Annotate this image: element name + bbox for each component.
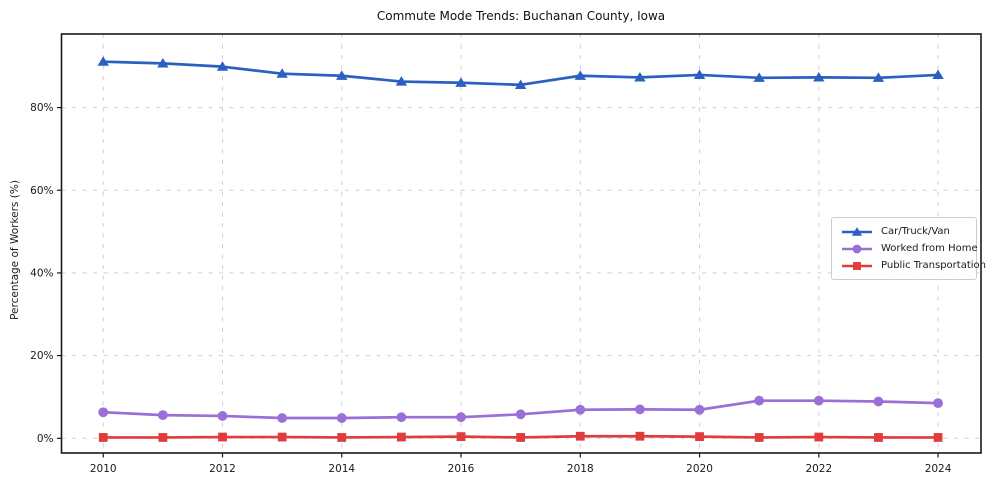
- circle-marker: [754, 395, 765, 406]
- triangle-marker: [276, 68, 288, 78]
- x-tick-label: 2024: [925, 463, 952, 475]
- triangle-marker: [574, 70, 586, 80]
- triangle-marker: [872, 72, 885, 82]
- triangle-marker: [157, 57, 169, 68]
- square-marker: [695, 432, 704, 442]
- chart-title: Commute Mode Trends: Buchanan County, Io…: [376, 9, 666, 23]
- circle-marker: [157, 410, 168, 421]
- y-tick-label: 60%: [30, 185, 53, 197]
- triangle-marker: [634, 72, 646, 82]
- triangle-marker: [97, 56, 109, 66]
- plot-frame: [60, 33, 982, 454]
- circle-marker: [635, 404, 645, 415]
- y-tick-label: 80%: [30, 102, 53, 114]
- x-tick-label: 2020: [686, 463, 713, 475]
- circle-marker: [396, 412, 407, 423]
- legend-label: Public Transportation: [881, 260, 986, 271]
- circle-marker: [694, 404, 705, 415]
- legend-sample-line-circle-icon: [842, 244, 872, 253]
- triangle-marker: [514, 79, 527, 89]
- legend-sample-line-square-icon: [842, 261, 872, 270]
- x-tick-label: 2022: [805, 463, 832, 475]
- circle-marker: [813, 395, 824, 406]
- y-axis-label: Percentage of Workers (%): [9, 180, 21, 320]
- circle-marker: [515, 409, 526, 420]
- square-marker: [933, 433, 943, 442]
- x-tick-label: 2016: [448, 463, 475, 475]
- x-tick-label: 2014: [328, 463, 355, 475]
- y-tick-label: 40%: [30, 267, 53, 279]
- square-marker: [814, 432, 824, 442]
- circle-marker: [456, 412, 466, 423]
- square-marker: [218, 432, 227, 442]
- y-tick-label: 0%: [37, 433, 54, 445]
- square-marker: [158, 433, 168, 442]
- square-marker: [575, 431, 585, 441]
- legend: Car/Truck/Van Worked from Home Public Tr…: [831, 217, 986, 280]
- square-marker: [396, 432, 406, 442]
- circle-marker: [277, 413, 288, 423]
- circle-marker: [873, 396, 884, 407]
- square-marker: [635, 431, 645, 441]
- square-marker: [98, 433, 108, 442]
- square-marker: [456, 432, 466, 442]
- circle-marker: [336, 413, 347, 423]
- triangle-marker: [216, 61, 229, 71]
- circle-marker: [217, 411, 228, 421]
- legend-item-public-transportation: Public Transportation: [840, 257, 986, 274]
- triangle-marker: [455, 77, 467, 87]
- legend-item-car-truck-van: Car/Truck/Van: [840, 223, 968, 240]
- x-tick-label: 2010: [90, 463, 117, 475]
- triangle-marker: [813, 72, 825, 82]
- triangle-marker: [932, 69, 944, 80]
- legend-label: Worked from Home: [881, 243, 978, 254]
- triangle-marker: [753, 72, 765, 82]
- triangle-marker: [336, 70, 348, 80]
- circle-marker: [852, 244, 862, 253]
- circle-marker: [98, 407, 109, 418]
- square-marker: [337, 433, 347, 442]
- square-marker: [516, 433, 526, 442]
- legend-label: Car/Truck/Van: [881, 226, 950, 237]
- square-marker: [874, 433, 883, 442]
- x-tick-label: 2018: [567, 463, 594, 475]
- y-tick-label: 20%: [30, 350, 53, 362]
- circle-marker: [933, 398, 943, 409]
- square-marker: [853, 261, 861, 270]
- legend-sample-line-triangle-icon: [842, 226, 872, 236]
- legend-item-worked-from-home: Worked from Home: [840, 240, 978, 257]
- triangle-marker: [851, 226, 863, 236]
- square-marker: [754, 433, 764, 442]
- square-marker: [277, 432, 287, 442]
- triangle-marker: [693, 69, 706, 80]
- triangle-marker: [395, 76, 408, 86]
- circle-marker: [575, 404, 586, 415]
- x-tick-label: 2012: [209, 463, 236, 475]
